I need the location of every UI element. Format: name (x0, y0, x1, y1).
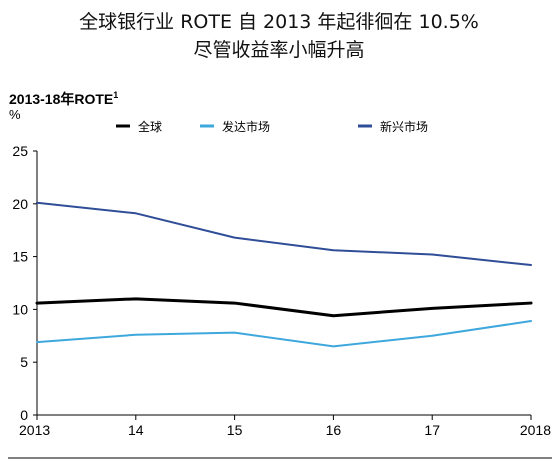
y-tick-label: 20 (12, 196, 28, 212)
legend-label: 新兴市场 (380, 119, 428, 134)
y-tick-label: 5 (20, 354, 28, 370)
series-line-1 (35, 297, 533, 318)
chart-title-line-2: 尽管收益率小幅升高 (193, 39, 365, 61)
x-tick-label: 17 (424, 422, 440, 438)
unit-label: % (9, 107, 21, 122)
chart-title-line-1: 全球银行业 ROTE 自 2013 年起徘徊在 10.5% (79, 11, 479, 33)
chart-subtitle-text: 2013-18年ROTE (9, 91, 114, 107)
legend-label: 全球 (138, 119, 162, 134)
y-tick-label: 0 (20, 407, 28, 423)
footnote-marker: 1 (113, 90, 119, 100)
y-tick-label: 10 (12, 301, 28, 317)
series-line-3 (36, 201, 532, 267)
x-tick-label: 15 (227, 422, 243, 438)
x-tick-label: 2018 (520, 422, 551, 438)
legend-label: 发达市场 (222, 119, 270, 134)
series-line-2 (36, 320, 532, 348)
x-tick-label: 16 (326, 422, 342, 438)
y-tick-label: 25 (12, 143, 28, 159)
chart-subtitle: 2013-18年ROTE1 (9, 89, 118, 109)
x-tick-label: 14 (128, 422, 144, 438)
x-tick-label: 2013 (19, 422, 50, 438)
y-tick-label: 15 (12, 249, 28, 265)
